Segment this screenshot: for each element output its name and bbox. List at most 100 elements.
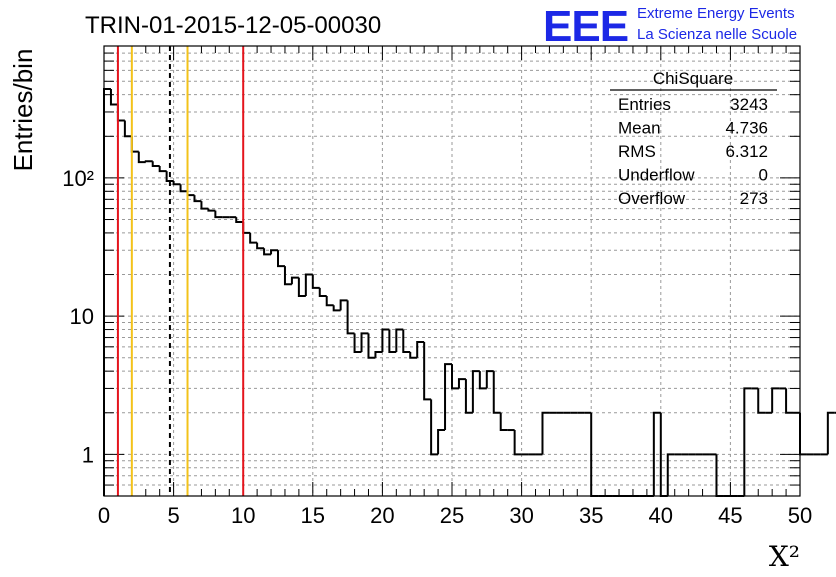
histogram-bin xyxy=(270,249,278,255)
histogram-bin xyxy=(471,370,480,413)
x-tick-label: 35 xyxy=(579,503,603,528)
histogram-bin xyxy=(311,274,320,289)
histogram-bin xyxy=(130,136,139,153)
x-tick-label: 10 xyxy=(231,503,255,528)
marker-lines xyxy=(116,46,245,496)
plot-frame xyxy=(103,45,801,497)
histogram-bin xyxy=(158,165,167,173)
histogram-bin xyxy=(437,429,446,455)
histogram-bin xyxy=(151,161,160,167)
x-tick-label: 50 xyxy=(788,503,812,528)
histogram-bin xyxy=(318,287,327,297)
histogram-bin xyxy=(374,351,383,358)
histogram-bin xyxy=(492,371,501,414)
histogram-bin xyxy=(186,191,195,197)
x-tick-label: 0 xyxy=(98,503,110,528)
chart-title: TRIN-01-2015-12-05-00030 xyxy=(85,12,381,39)
histogram-bin xyxy=(144,160,153,163)
stats-row-value: 0 xyxy=(759,166,768,185)
histogram-bin xyxy=(137,151,146,164)
histogram-bin xyxy=(339,299,348,311)
histogram-bin xyxy=(297,277,306,297)
histogram-bin xyxy=(444,363,452,431)
histogram-bin xyxy=(353,333,362,354)
x-axis-label: X² xyxy=(769,540,800,572)
x-tick-label: 15 xyxy=(301,503,325,528)
histogram-bin xyxy=(346,300,355,335)
histogram-bin xyxy=(325,295,334,307)
x-tick-label: 25 xyxy=(440,503,464,528)
histogram-bin xyxy=(200,201,209,210)
histogram-bin xyxy=(541,411,550,455)
stats-row-value: 4.736 xyxy=(725,119,768,138)
histogram-bin xyxy=(367,333,376,359)
histogram-bin xyxy=(799,412,807,456)
histogram-bin xyxy=(402,329,411,354)
histogram-bin xyxy=(249,232,258,244)
histogram-bin xyxy=(430,399,439,456)
x-tick-label: 5 xyxy=(167,503,179,528)
y-tick-label: 10 xyxy=(70,304,94,329)
histogram-bin xyxy=(290,276,299,285)
histogram-bin xyxy=(499,412,508,432)
histogram-bin xyxy=(242,221,251,234)
y-axis-label: Entries/bin xyxy=(8,49,38,172)
grid-layer xyxy=(104,45,800,497)
histogram-bin xyxy=(771,387,780,413)
histogram-bin xyxy=(263,248,272,256)
stats-box: ChiSquare Entries 3243 Mean 4.736 RMS 6.312 Un… xyxy=(610,69,777,208)
stats-row-label: Mean xyxy=(618,119,661,138)
stats-row-value: 273 xyxy=(740,189,768,208)
x-tick-label: 20 xyxy=(370,503,394,528)
histogram-bin xyxy=(332,305,341,312)
histogram-bin xyxy=(193,195,202,203)
histogram-bin xyxy=(214,210,223,219)
stats-title: ChiSquare xyxy=(653,69,733,88)
histogram-bin xyxy=(116,104,125,122)
histogram-bin xyxy=(235,217,244,223)
histogram-bin xyxy=(457,378,466,389)
histogram-bin xyxy=(416,341,425,358)
stats-rows: Entries 3243 Mean 4.736 RMS 6.312 Underflow 0 Ov… xyxy=(618,95,768,208)
histogram-bin xyxy=(304,273,313,296)
histogram-bin xyxy=(743,387,752,496)
histogram-bin xyxy=(652,411,661,496)
stats-row-label: Underflow xyxy=(618,166,695,185)
histogram-bin xyxy=(172,180,181,186)
y-tick-label: 10² xyxy=(62,166,94,191)
histogram-bin xyxy=(395,328,404,353)
histogram-bin xyxy=(826,411,835,455)
histogram-bin xyxy=(103,87,111,496)
histogram-bin xyxy=(451,364,459,390)
eee-logo: EEE Extreme Energy Events La Scienza nel… xyxy=(543,2,797,51)
logo-line2: La Scienza nelle Scuole xyxy=(637,26,797,43)
histogram-bin xyxy=(109,88,118,106)
logo-mark: EEE xyxy=(543,2,628,51)
histogram-bin xyxy=(478,371,487,390)
logo-line1: Extreme Energy Events xyxy=(637,5,795,22)
x-ticks: 0 5 10 15 20 25 30 35 40 45 50 xyxy=(98,46,812,528)
x-tick-label: 30 xyxy=(509,503,533,528)
x-tick-label: 40 xyxy=(649,503,673,528)
stats-row-label: Entries xyxy=(618,95,671,114)
histogram-bin xyxy=(409,352,418,359)
histogram-bin xyxy=(464,379,473,414)
stats-row-label: RMS xyxy=(618,142,656,161)
histogram-bin xyxy=(123,120,132,138)
histogram-bin xyxy=(757,388,766,414)
histogram-bin xyxy=(485,370,494,389)
histogram-bin xyxy=(388,329,397,354)
histogram-bin xyxy=(785,388,794,414)
histogram-bin xyxy=(360,332,369,353)
x-tick-label: 45 xyxy=(718,503,742,528)
histogram-bin xyxy=(283,266,292,286)
histogram-bin xyxy=(277,250,285,268)
histogram-bin xyxy=(423,342,432,401)
histogram-bin xyxy=(256,242,265,250)
histogram-bin xyxy=(179,184,188,193)
histogram-bin xyxy=(666,453,675,496)
stats-row-label: Overflow xyxy=(618,189,686,208)
histogram-bin xyxy=(381,328,390,353)
